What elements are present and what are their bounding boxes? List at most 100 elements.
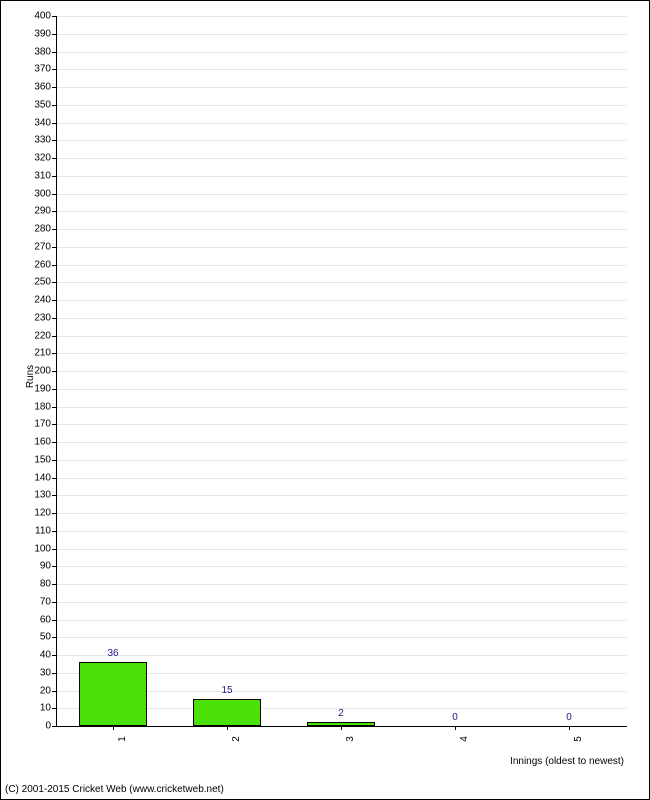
grid-line [57,442,627,443]
x-tick-label: 5 [573,736,584,742]
grid-line [57,389,627,390]
y-tick-mark [52,34,56,35]
grid-line [57,549,627,550]
y-tick-label: 90 [40,561,51,572]
grid-line [57,229,627,230]
y-tick-label: 290 [34,206,51,217]
y-tick-label: 230 [34,312,51,323]
y-tick-label: 20 [40,685,51,696]
plot-area [56,16,627,727]
grid-line [57,584,627,585]
y-tick-mark [52,318,56,319]
grid-line [57,16,627,17]
grid-line [57,123,627,124]
grid-line [57,105,627,106]
y-tick-mark [52,620,56,621]
y-tick-label: 30 [40,667,51,678]
y-tick-label: 130 [34,490,51,501]
grid-line [57,265,627,266]
grid-line [57,566,627,567]
grid-line [57,478,627,479]
y-tick-label: 210 [34,348,51,359]
x-tick-mark [113,726,114,730]
y-tick-mark [52,211,56,212]
y-tick-mark [52,708,56,709]
y-tick-mark [52,158,56,159]
y-tick-mark [52,549,56,550]
grid-line [57,655,627,656]
bar-value-label: 2 [338,708,344,719]
x-tick-label: 4 [459,736,470,742]
grid-line [57,637,627,638]
y-tick-mark [52,229,56,230]
y-tick-label: 100 [34,543,51,554]
y-tick-label: 120 [34,508,51,519]
y-tick-mark [52,69,56,70]
x-tick-label: 1 [117,736,128,742]
y-tick-label: 80 [40,579,51,590]
y-tick-mark [52,300,56,301]
y-tick-mark [52,247,56,248]
grid-line [57,140,627,141]
y-tick-mark [52,389,56,390]
y-tick-mark [52,673,56,674]
y-tick-mark [52,495,56,496]
grid-line [57,247,627,248]
y-tick-mark [52,140,56,141]
y-tick-mark [52,566,56,567]
y-tick-mark [52,460,56,461]
y-tick-mark [52,691,56,692]
x-tick-label: 2 [231,736,242,742]
y-tick-label: 180 [34,401,51,412]
y-tick-mark [52,602,56,603]
y-tick-label: 310 [34,170,51,181]
bar-value-label: 15 [221,685,232,696]
grid-line [57,282,627,283]
y-tick-label: 110 [35,525,51,536]
grid-line [57,407,627,408]
x-tick-mark [569,726,570,730]
y-tick-label: 170 [34,419,51,430]
y-tick-label: 190 [34,383,51,394]
y-tick-label: 40 [40,650,51,661]
y-tick-label: 330 [34,135,51,146]
y-tick-label: 10 [40,703,51,714]
y-tick-label: 370 [34,64,51,75]
bar-value-label: 36 [107,648,118,659]
y-tick-label: 320 [34,153,51,164]
y-tick-label: 200 [34,366,51,377]
x-axis-title: Innings (oldest to newest) [510,756,624,767]
grid-line [57,52,627,53]
chart-container: Runs Innings (oldest to newest) (C) 2001… [0,0,650,800]
grid-line [57,158,627,159]
y-tick-label: 360 [34,82,51,93]
y-tick-label: 300 [34,188,51,199]
y-tick-mark [52,407,56,408]
y-tick-label: 250 [34,277,51,288]
grid-line [57,620,627,621]
y-tick-label: 150 [34,454,51,465]
y-tick-mark [52,726,56,727]
x-tick-mark [455,726,456,730]
y-tick-mark [52,336,56,337]
y-tick-mark [52,16,56,17]
y-tick-mark [52,176,56,177]
y-tick-mark [52,442,56,443]
y-tick-label: 350 [34,99,51,110]
grid-line [57,353,627,354]
grid-line [57,460,627,461]
y-tick-label: 160 [34,437,51,448]
y-tick-mark [52,52,56,53]
grid-line [57,602,627,603]
y-tick-mark [52,87,56,88]
grid-line [57,300,627,301]
grid-line [57,318,627,319]
x-tick-mark [341,726,342,730]
y-tick-label: 140 [34,472,51,483]
grid-line [57,194,627,195]
grid-line [57,371,627,372]
y-tick-label: 70 [40,596,51,607]
y-tick-label: 60 [40,614,51,625]
y-tick-label: 0 [45,721,51,732]
y-tick-mark [52,265,56,266]
